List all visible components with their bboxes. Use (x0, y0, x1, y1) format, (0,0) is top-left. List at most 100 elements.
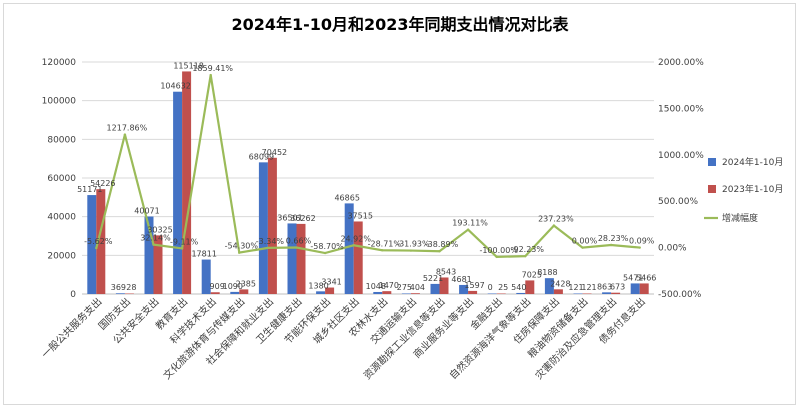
growth-point (323, 251, 327, 255)
bar-value-label: 54226 (90, 179, 115, 188)
growth-value-label: -58.70% (310, 242, 344, 251)
bar-value-label: 404 (410, 283, 425, 292)
bar-value-label: 369 (111, 283, 126, 292)
bar-2024 (287, 223, 297, 294)
bar-2024 (602, 292, 612, 294)
bars (87, 71, 649, 295)
right-tick-label: 1500.00% (658, 104, 704, 114)
category-labels: 一般公共服务支出国防支出公共安全支出教育支出科学技术支出文化旅游体育与传媒支出社… (39, 295, 648, 382)
left-tick-label: 120000 (42, 58, 77, 68)
growth-value-label: 237.23% (538, 215, 574, 224)
bar-2023 (496, 293, 506, 294)
growth-point (381, 249, 384, 252)
growth-value-label: -9.11% (170, 237, 199, 246)
growth-point (638, 246, 641, 249)
bar-2024 (173, 91, 183, 295)
legend-label: 增减幅度 (722, 212, 758, 224)
bar-2023 (124, 293, 134, 294)
bar-value-label: 115118 (173, 61, 204, 70)
bar-2023 (468, 290, 478, 294)
growth-line-path (95, 74, 640, 258)
bar-2024 (258, 162, 268, 294)
legend-label: 2023年1-10月 (722, 183, 783, 195)
bar-value-label: 909 (210, 282, 225, 291)
bar-value-label: 3341 (321, 278, 341, 287)
bar-value-label: 1090 (223, 282, 243, 291)
growth-point (524, 254, 527, 258)
growth-point (209, 73, 212, 77)
growth-point (581, 246, 584, 249)
growth-point (95, 246, 98, 250)
legend-swatch (708, 158, 716, 166)
legend-label: 2024年1-10月 (722, 156, 783, 168)
bar-2023 (410, 293, 420, 294)
legend-swatch (708, 185, 716, 193)
chart-frame (3, 3, 796, 405)
bar-2023 (582, 293, 592, 294)
bar-value-label: 1048 (366, 282, 386, 291)
bar-2024 (516, 292, 526, 294)
right-tick-label: 2000.00% (658, 58, 704, 68)
bar-value-label: 2428 (550, 279, 570, 288)
bar-2023 (267, 157, 277, 294)
bar-2023 (382, 291, 392, 294)
bar-2024 (87, 195, 97, 294)
bar-2023 (153, 235, 163, 294)
bar-value-label: 5471 (623, 273, 643, 282)
left-y-axis: 0 20000 40000 60000 80000 100000 120000 (42, 58, 77, 300)
category-label: 一般公共服务支出 (39, 295, 105, 361)
bar-2023 (353, 221, 363, 294)
chart-title: 2024年1-10月和2023年同期支出情况对比表 (231, 15, 569, 34)
growth-value-label: -54.30% (225, 242, 259, 251)
growth-point (609, 243, 613, 247)
bar-2024 (373, 291, 383, 294)
bar-value-label: 863 (597, 282, 612, 291)
bar-2024 (316, 291, 326, 294)
bar-value-label: 51171 (77, 185, 102, 194)
growth-point (352, 244, 355, 247)
right-tick-label: 0.00% (658, 244, 687, 254)
growth-point (123, 133, 127, 136)
growth-point (152, 243, 155, 246)
bar-2023 (296, 223, 306, 294)
bar-2024 (630, 283, 640, 294)
growth-point (438, 250, 441, 253)
bar-value-label: 673 (610, 283, 625, 292)
growth-value-label: -38.89% (425, 240, 459, 249)
growth-value-label: 1217.86% (107, 124, 148, 133)
growth-point (409, 249, 413, 252)
bar-2023 (96, 189, 106, 294)
bar-2023 (325, 287, 335, 294)
growth-point (466, 228, 470, 231)
bar-value-label: 1597 (464, 281, 484, 290)
bar-value-label: 104632 (160, 82, 191, 91)
growth-point (295, 246, 298, 249)
bar-value-label: 70452 (262, 148, 287, 157)
bar-2024 (144, 216, 154, 294)
bar-value-label: 1470 (379, 281, 399, 290)
right-y-axis: -500.00% 0.00% 500.00% 1000.00% 1500.00% 2000… (658, 58, 704, 300)
left-tick-label: 0 (70, 290, 76, 300)
growth-value-label: -100.00% (479, 246, 518, 255)
bar-2023 (553, 289, 563, 294)
bar-value-label: 121 (568, 283, 583, 292)
bar-value-label: 5466 (636, 273, 656, 282)
growth-value-label: 28.23% (598, 234, 629, 243)
growth-point (266, 246, 270, 250)
growth-point (238, 251, 241, 254)
bar-value-label: 2385 (236, 279, 256, 288)
growth-value-label: -92.23% (511, 245, 545, 254)
bar-2024 (115, 293, 125, 294)
growth-value-label: 32.14% (140, 234, 171, 243)
bar-value-label: 275 (397, 283, 412, 292)
bar-value-label: 30325 (147, 225, 172, 234)
left-tick-label: 40000 (47, 213, 76, 223)
bar-2023 (525, 280, 535, 294)
bar-value-label: 8188 (537, 268, 557, 277)
bar-2024 (230, 291, 240, 294)
growth-value-label: -31.93% (396, 240, 430, 249)
bar-2023 (210, 292, 220, 294)
bar-2024 (573, 293, 583, 294)
right-tick-label: 1000.00% (658, 151, 704, 161)
